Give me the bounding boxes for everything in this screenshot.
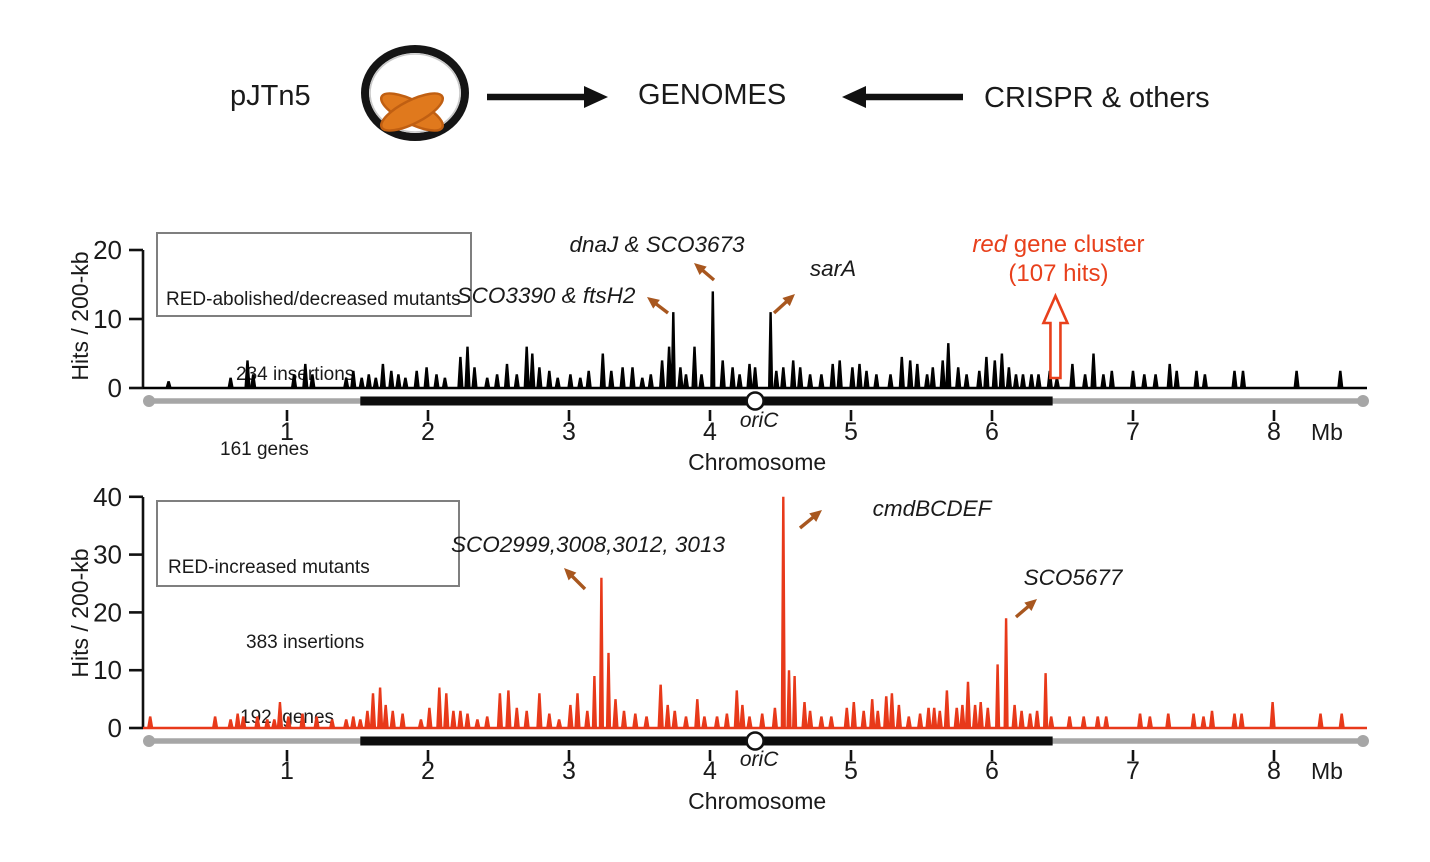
legend-title: RED-increased mutants [168, 557, 370, 578]
gene-annotation-label: SCO3390 & ftsH2 [457, 283, 636, 308]
legend-genes: 192 genes [240, 707, 335, 728]
annotation-arrowhead [1024, 599, 1037, 611]
annotation-arrowhead [809, 510, 822, 522]
red-cluster-label: red gene cluster [972, 231, 1144, 258]
x-axis-title: Chromosome [688, 449, 826, 475]
x-unit-label: Mb [1311, 758, 1343, 784]
x-tick-label: 1 [280, 757, 294, 785]
x-tick-label: 4 [703, 418, 717, 446]
annotation-arrowhead [782, 294, 795, 307]
chromosome-right-cap [1357, 395, 1369, 407]
gene-annotation-label: SCO2999,3008,3012, 3013 [451, 532, 725, 557]
legend-insertions: 383 insertions [246, 632, 365, 653]
y-axis-title: Hits / 200-kb [67, 548, 93, 677]
x-tick-label: 1 [280, 418, 294, 446]
x-tick-label: 6 [985, 418, 999, 446]
x-tick-label: 2 [421, 418, 435, 446]
x-tick-label: 4 [703, 757, 717, 785]
y-tick-label: 0 [108, 373, 122, 403]
y-tick-label: 30 [93, 540, 122, 570]
x-tick-label: 6 [985, 757, 999, 785]
x-tick-label: 8 [1267, 757, 1281, 785]
red-cluster-hollow-arrow-icon [1041, 292, 1070, 380]
y-axis-title: Hits / 200-kb [67, 251, 93, 380]
x-unit-label: Mb [1311, 419, 1343, 445]
annotation-arrowhead [694, 263, 707, 275]
y-tick-label: 0 [108, 713, 122, 743]
hits-trace [147, 496, 1345, 728]
annotation-arrowhead [647, 297, 660, 309]
annotation-arrowhead [564, 568, 577, 581]
y-tick-label: 10 [93, 655, 122, 685]
legend-title: RED-abolished/decreased mutants [166, 289, 461, 310]
gene-annotation-label: cmdBCDEF [873, 496, 993, 521]
gene-annotation-label: SCO5677 [1024, 565, 1124, 590]
x-tick-label: 5 [844, 418, 858, 446]
annotation-arrow [798, 514, 817, 530]
gene-annotation-label: sarA [810, 256, 856, 281]
transposon-x-icon [380, 92, 444, 132]
right-arrow-head-icon [584, 86, 608, 108]
genomes-label: GENOMES [638, 79, 787, 111]
legend-red-abolished: RED-abolished/decreased mutants 234 inse… [156, 232, 472, 460]
left-arrow-head-icon [842, 86, 866, 108]
x-tick-label: 3 [562, 757, 576, 785]
hits-trace [165, 291, 1344, 388]
x-tick-label: 7 [1126, 757, 1140, 785]
x-tick-label: 2 [421, 757, 435, 785]
oric-marker [745, 391, 765, 411]
y-tick-label: 10 [93, 304, 122, 334]
oric-label: oriC [740, 409, 779, 432]
x-tick-label: 5 [844, 757, 858, 785]
header-schematic [361, 45, 963, 141]
oric-marker [745, 731, 765, 751]
plasmid-ring-icon [361, 45, 469, 141]
crispr-others-label: CRISPR & others [984, 82, 1210, 114]
red-cluster-hits-label: (107 hits) [1008, 260, 1108, 287]
plasmid-ring-inner-line [369, 53, 461, 133]
annotation-arrow [772, 298, 790, 315]
y-tick-label: 20 [93, 597, 122, 627]
chromosome-left-cap [143, 735, 155, 747]
legend-red-increased: RED-increased mutants 383 insertions 192… [156, 500, 460, 728]
chromosome-left-cap [143, 395, 155, 407]
annotation-arrow [1014, 603, 1032, 619]
x-tick-label: 7 [1126, 418, 1140, 446]
gene-annotation-label: dnaJ & SCO3673 [569, 232, 745, 257]
oric-label: oriC [740, 748, 779, 771]
legend-genes: 161 genes [220, 439, 309, 460]
x-tick-label: 3 [562, 418, 576, 446]
plasmid-name-label: pJTn5 [230, 80, 311, 112]
x-tick-label: 8 [1267, 418, 1281, 446]
y-tick-label: 20 [93, 235, 122, 265]
annotation-arrow [569, 573, 587, 591]
chromosome-right-cap [1357, 735, 1369, 747]
panel-bottom: 0 10 20 30 40 Hits / 200-kb 1 2 3 4 5 6 7 8 Mb oriC Chro… [67, 482, 1369, 814]
y-tick-label: 40 [93, 482, 122, 512]
x-axis-title: Chromosome [688, 788, 826, 814]
